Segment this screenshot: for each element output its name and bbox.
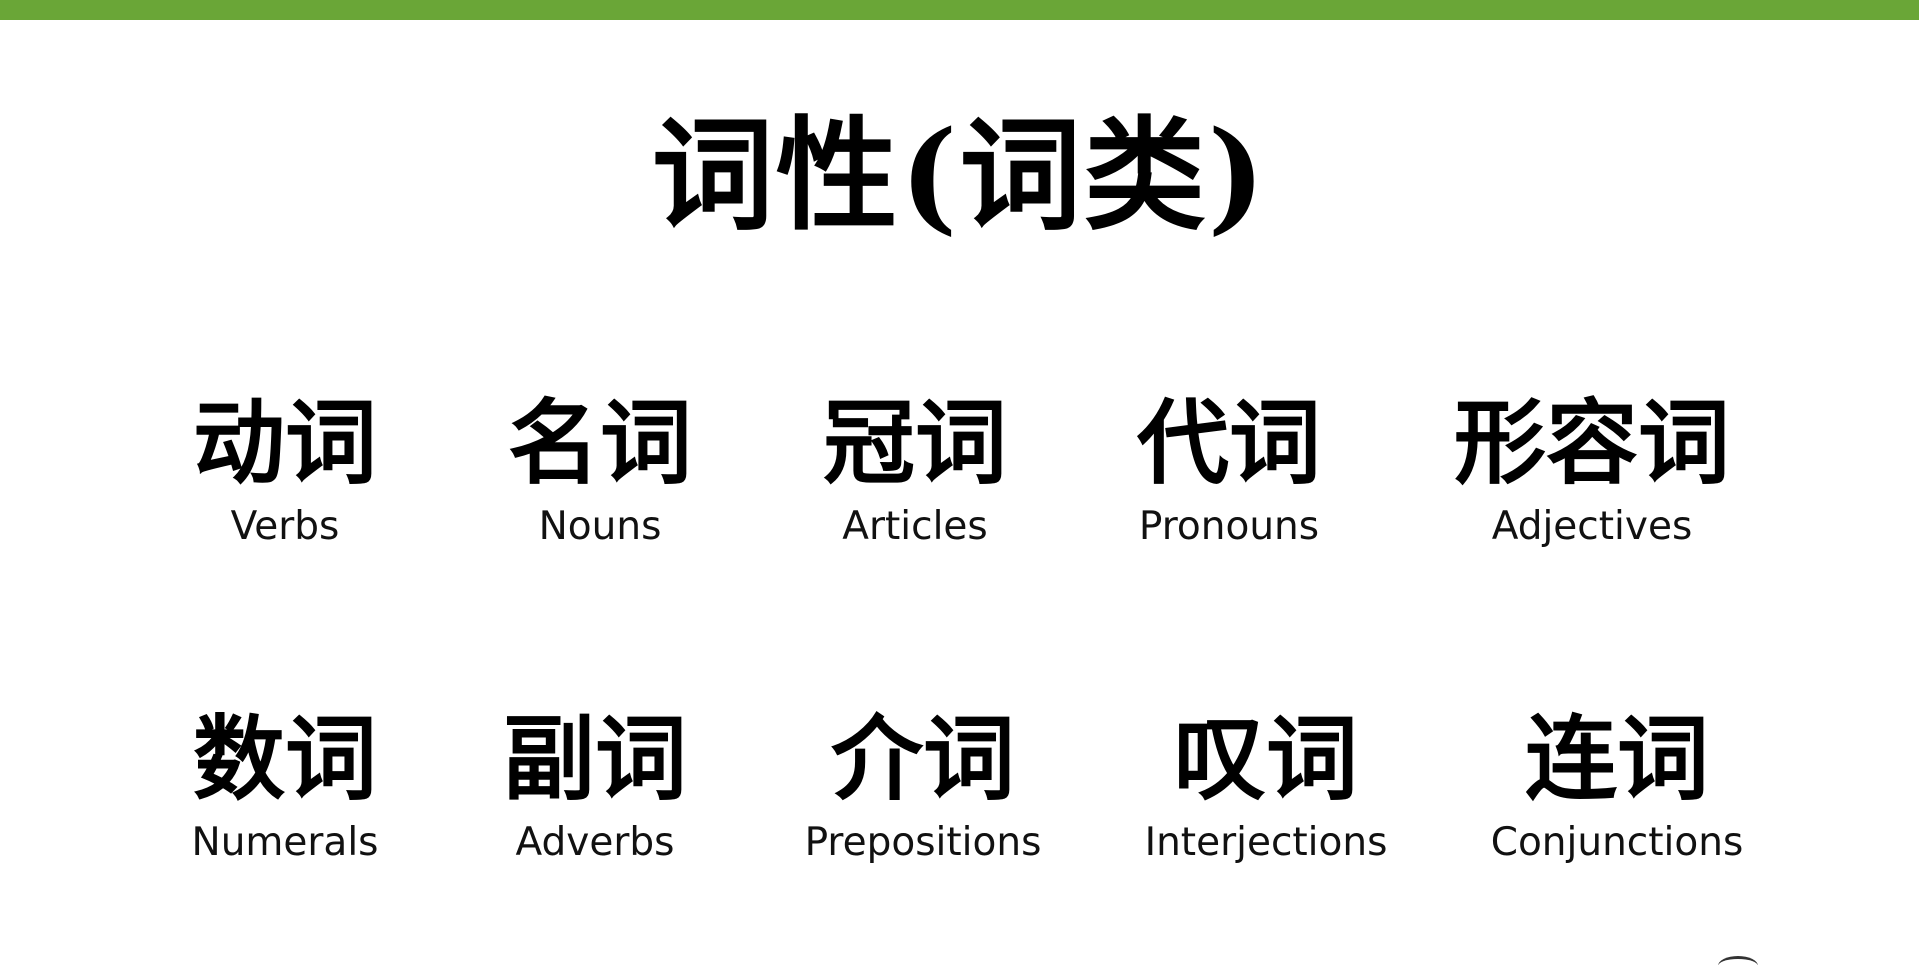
word-class-chinese: 叹词 <box>1173 705 1358 813</box>
word-class-card-prepositions: 介词 Prepositions <box>773 704 1073 884</box>
word-class-chinese: 动词 <box>192 389 377 497</box>
top-accent-bar <box>0 0 1919 20</box>
word-class-chinese: 代词 <box>1136 389 1321 497</box>
word-class-card-adjectives: 形容词 Adjectives <box>1442 388 1742 568</box>
word-class-card-articles: 冠词 Articles <box>765 388 1065 568</box>
word-class-card-interjections: 叹词 Interjections <box>1116 704 1416 884</box>
word-class-card-pronouns: 代词 Pronouns <box>1079 388 1379 568</box>
word-class-english: Pronouns <box>1138 504 1320 549</box>
word-class-card-nouns: 名词 Nouns <box>450 388 750 568</box>
word-class-chinese: 介词 <box>830 705 1015 813</box>
word-class-chinese: 副词 <box>502 705 687 813</box>
word-class-row-2: 数词 Numerals 副词 Adverbs 介词 Prepositions 叹… <box>0 704 1919 884</box>
word-class-english: Adverbs <box>515 820 675 865</box>
word-class-english: Prepositions <box>804 820 1042 865</box>
page-title: 词性(词类) <box>651 103 1268 247</box>
word-class-card-numerals: 数词 Numerals <box>135 704 435 884</box>
word-class-chinese: 名词 <box>507 389 692 497</box>
word-class-chinese: 连词 <box>1524 705 1709 813</box>
word-class-chinese: 数词 <box>192 705 377 813</box>
word-class-chinese: 冠词 <box>822 389 1007 497</box>
word-class-chinese: 形容词 <box>1453 389 1730 497</box>
decorative-corner-arc <box>1718 956 1758 965</box>
word-class-english: Interjections <box>1144 820 1388 865</box>
word-class-english: Conjunctions <box>1490 820 1744 865</box>
word-class-english: Nouns <box>538 504 662 549</box>
word-class-english: Articles <box>842 504 988 549</box>
word-class-english: Verbs <box>230 504 340 549</box>
word-class-row-1: 动词 Verbs 名词 Nouns 冠词 Articles 代词 Pronoun… <box>0 388 1919 568</box>
word-class-card-verbs: 动词 Verbs <box>135 388 435 568</box>
word-class-card-adverbs: 副词 Adverbs <box>445 704 745 884</box>
word-class-card-conjunctions: 连词 Conjunctions <box>1467 704 1767 884</box>
word-class-english: Adjectives <box>1491 504 1693 549</box>
word-class-english: Numerals <box>191 820 379 865</box>
